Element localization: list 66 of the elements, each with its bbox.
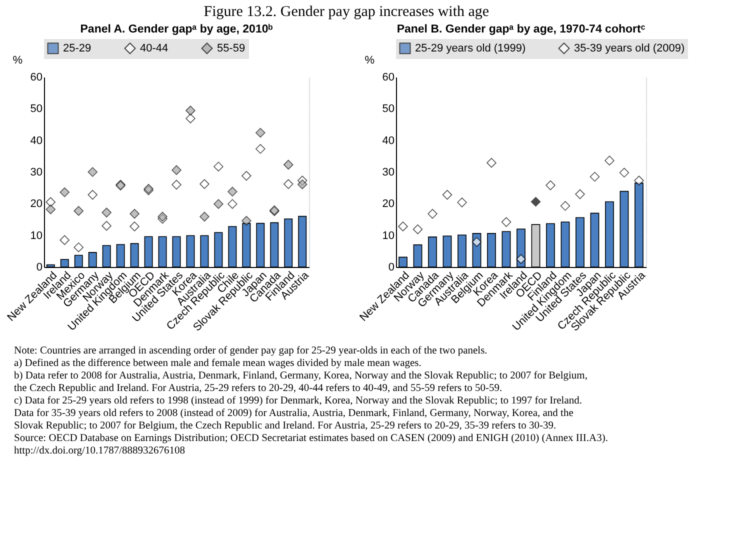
point bbox=[172, 165, 182, 175]
point bbox=[186, 106, 196, 116]
y-tick-label: 60 bbox=[30, 72, 42, 84]
legend-label: 55-59 bbox=[217, 42, 246, 54]
point bbox=[546, 180, 556, 190]
point bbox=[604, 156, 614, 166]
y-tick-label: 0 bbox=[388, 262, 394, 274]
y-tick-label: 0 bbox=[36, 262, 42, 274]
point bbox=[60, 235, 70, 245]
chart-subtitle: Panel B. Gender gapᵃ by age, 1970-74 cohortᶜ bbox=[396, 24, 646, 36]
point bbox=[214, 199, 224, 209]
point bbox=[256, 128, 266, 138]
point bbox=[102, 220, 112, 231]
y-tick-label: 30 bbox=[382, 166, 394, 178]
text: Figure 13.2. Gender pay gap increases with age bbox=[204, 4, 490, 20]
point bbox=[102, 208, 112, 218]
legend-label: 40-44 bbox=[140, 42, 168, 54]
text: c) Data for 25-29 years old refers to 1998 (instead of 1999) for Denmark, Korea, Norway and the Slovak Republic; to 1997 for Ireland. Data for 35-39 years old refers to 2008 (instead of 2009) for Australia, Austria, Denmark, Finland, Germany, Norway, Korea, and the Slovak Republic; to 2007 for Belgium, the Czech Republic and Ireland. For Austria, 25-29 refers to 20-29, 35-39 refers to 30-39. bbox=[14, 395, 582, 432]
point bbox=[60, 187, 70, 198]
point bbox=[575, 189, 585, 200]
point bbox=[428, 208, 438, 219]
point bbox=[130, 208, 140, 219]
y-tick-label: 20 bbox=[382, 198, 394, 210]
point bbox=[530, 196, 541, 207]
y-tick-label: 20 bbox=[30, 198, 42, 210]
text: Note: Countries are arranged in ascending order of gender pay gap for 25-29 year-olds in each of the two panels. bbox=[14, 345, 488, 356]
y-tick-label: 40 bbox=[30, 134, 42, 147]
y-tick-label: 40 bbox=[382, 134, 394, 147]
y-tick-label: 50 bbox=[382, 103, 394, 116]
legend-label: 25-29 bbox=[63, 42, 92, 54]
point bbox=[242, 170, 252, 181]
y-axis-title: % bbox=[12, 54, 23, 66]
point bbox=[501, 217, 512, 227]
point bbox=[472, 237, 482, 247]
point bbox=[228, 186, 238, 197]
point bbox=[412, 224, 423, 234]
y-tick-label: 50 bbox=[30, 103, 42, 116]
y-tick-label: 30 bbox=[30, 166, 42, 178]
point bbox=[284, 179, 294, 189]
point bbox=[560, 201, 570, 211]
point bbox=[457, 198, 467, 208]
source-note: Source: OECD Database on Earnings Distribution; OECD Secretariat estimates based on CASEN (2009) and ENIGH (2010) (Annex III.A3). bbox=[14, 432, 608, 444]
y-tick-label: 60 bbox=[382, 72, 394, 84]
point bbox=[516, 254, 526, 264]
y-tick-label: 10 bbox=[382, 230, 394, 242]
point bbox=[46, 204, 56, 214]
point bbox=[74, 206, 84, 216]
point bbox=[46, 197, 56, 207]
point bbox=[172, 180, 182, 190]
point bbox=[297, 179, 308, 190]
point bbox=[486, 158, 496, 168]
point bbox=[88, 167, 98, 177]
point bbox=[242, 216, 252, 226]
point bbox=[284, 160, 294, 170]
point bbox=[74, 242, 84, 252]
text: http://dx.doi.org/10.1787/888932676108 bbox=[14, 445, 186, 456]
point bbox=[619, 168, 630, 178]
y-axis-title: % bbox=[364, 54, 375, 66]
text: b) Data refer to 2008 for Australia, Austria, Denmark, Finland, Germany, Korea, Norway and the Slovak Republic; to 2007 for Belgium, the Czech Republic and Ireland. For Austria, 25-29 refers to 20-29, 40-44 refers to 40-49, and 55-59 refers to 50-59. bbox=[14, 370, 588, 394]
point bbox=[200, 212, 210, 222]
y-tick-label: 10 bbox=[30, 230, 42, 242]
legend-label: 25-29 years old (1999) bbox=[415, 42, 526, 54]
text: a) Defined as the difference between male and female mean wages divided by male mean wages. bbox=[14, 358, 422, 369]
legend-label: 35-39 years old (2009) bbox=[574, 42, 685, 54]
point bbox=[88, 190, 98, 200]
chart-subtitle: Panel A. Gender gapᵃ by age, 2010ᵇ bbox=[80, 24, 274, 36]
